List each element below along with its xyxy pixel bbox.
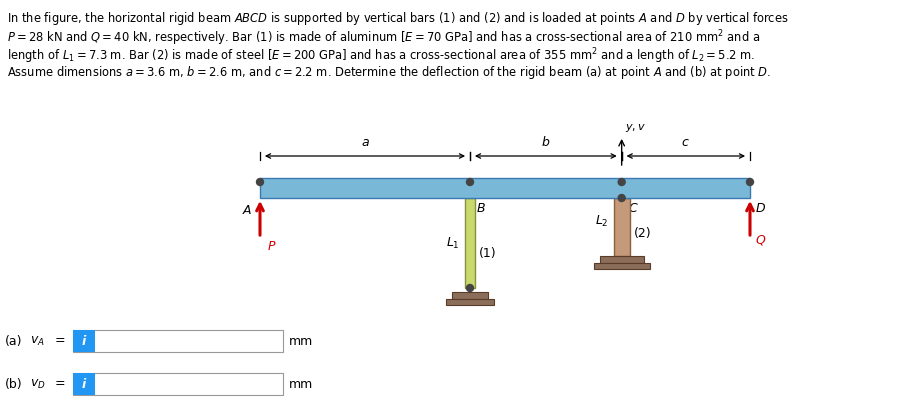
Text: mm: mm <box>289 334 313 347</box>
Bar <box>446 298 494 305</box>
Text: $Q$: $Q$ <box>755 233 766 247</box>
Text: $P$: $P$ <box>267 240 277 253</box>
Text: $D$: $D$ <box>755 202 766 215</box>
Text: $b$: $b$ <box>541 135 550 149</box>
Bar <box>614 198 630 256</box>
Bar <box>260 178 750 198</box>
Text: $L_1$: $L_1$ <box>446 235 460 251</box>
Text: $a$: $a$ <box>361 136 370 149</box>
Bar <box>452 291 488 298</box>
Bar <box>465 198 475 288</box>
Circle shape <box>619 178 625 186</box>
Text: Assume dimensions $a = 3.6$ m, $b = 2.6$ m, and $c = 2.2$ m. Determine the defle: Assume dimensions $a = 3.6$ m, $b = 2.6$… <box>7 64 772 81</box>
Text: $x,u$: $x,u$ <box>677 183 698 193</box>
Text: mm: mm <box>289 378 313 391</box>
Text: $v_A$: $v_A$ <box>30 334 45 347</box>
Circle shape <box>746 178 753 186</box>
Circle shape <box>466 178 474 186</box>
Text: $c$: $c$ <box>681 136 691 149</box>
Bar <box>73 330 283 352</box>
Circle shape <box>619 195 625 202</box>
Text: (a): (a) <box>5 334 23 347</box>
Text: $P = 28$ kN and $Q = 40$ kN, respectively. Bar (1) is made of aluminum [$E = 70$: $P = 28$ kN and $Q = 40$ kN, respectivel… <box>7 28 760 48</box>
Text: $C$: $C$ <box>628 202 639 215</box>
Text: $L_2$: $L_2$ <box>595 213 609 229</box>
Text: =: = <box>55 334 66 347</box>
Text: In the figure, the horizontal rigid beam $ABCD$ is supported by vertical bars (1: In the figure, the horizontal rigid beam… <box>7 10 789 27</box>
Text: =: = <box>55 378 66 391</box>
Circle shape <box>257 178 263 186</box>
Bar <box>73 373 283 395</box>
Text: $A$: $A$ <box>241 204 252 217</box>
Text: i: i <box>82 378 87 391</box>
Bar <box>594 263 650 269</box>
Bar <box>599 256 644 263</box>
Bar <box>73 330 95 352</box>
Circle shape <box>466 285 474 291</box>
Text: length of $L_1 = 7.3$ m. Bar (2) is made of steel [$E = 200$ GPa] and has a cros: length of $L_1 = 7.3$ m. Bar (2) is made… <box>7 46 754 66</box>
Text: $y,v$: $y,v$ <box>625 122 646 134</box>
Text: (2): (2) <box>634 227 651 239</box>
Text: $v_D$: $v_D$ <box>30 378 46 391</box>
Text: (1): (1) <box>479 247 496 259</box>
Bar <box>73 373 95 395</box>
Text: (b): (b) <box>5 378 23 391</box>
Text: i: i <box>82 334 87 347</box>
Text: $B$: $B$ <box>476 202 486 215</box>
